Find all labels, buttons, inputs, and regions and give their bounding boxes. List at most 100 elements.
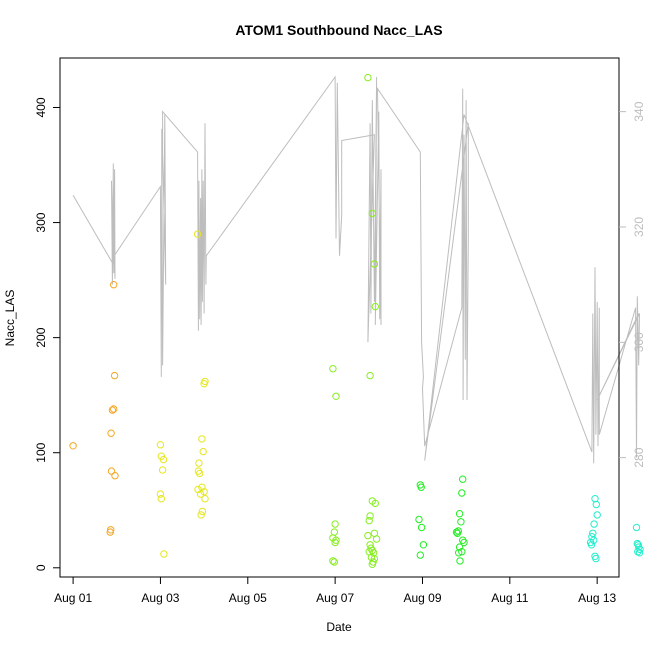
data-point [156, 441, 165, 449]
scatter-points-layer [69, 73, 644, 568]
data-point [455, 543, 464, 551]
data-point [110, 371, 119, 380]
data-point [158, 466, 167, 474]
x-tick-label: Aug 03 [141, 591, 179, 605]
y-tick-label: 100 [34, 442, 48, 462]
data-point [634, 541, 642, 549]
data-point [633, 539, 641, 548]
data-point [110, 281, 118, 289]
data-point [458, 489, 466, 497]
data-point [107, 526, 115, 534]
data-point [366, 512, 374, 520]
data-point [592, 554, 600, 563]
data-point [458, 548, 466, 556]
x-tick-label: Aug 05 [229, 591, 267, 605]
data-point [160, 550, 168, 558]
data-point [329, 557, 337, 565]
data-point [193, 230, 202, 238]
right-y-tick-label: 300 [632, 332, 646, 352]
secondary-line-layer [72, 75, 640, 464]
data-point [364, 531, 372, 540]
data-point [417, 523, 426, 532]
x-tick-label: Aug 09 [403, 591, 441, 605]
data-point [587, 541, 596, 549]
data-point [111, 472, 119, 480]
x-tick-label: Aug 07 [316, 591, 354, 605]
data-point [456, 557, 464, 565]
right-y-tick-label: 280 [632, 447, 646, 467]
y-axis-label: Nacc_LAS [3, 290, 17, 347]
data-point [201, 377, 209, 386]
data-point [453, 529, 462, 537]
data-point [590, 520, 598, 528]
data-point [195, 459, 203, 467]
x-axis: Aug 01 Aug 03 Aug 05 Aug 07 Aug 09 Aug 11 Aug … [54, 577, 617, 605]
data-point [369, 549, 378, 557]
secondary-line [72, 75, 640, 464]
right-y-axis: 280 300 320 340 [619, 101, 646, 468]
data-point [69, 442, 77, 450]
data-point [589, 529, 597, 537]
data-point [371, 499, 379, 508]
data-point [110, 405, 118, 413]
data-point [366, 371, 374, 380]
plot-frame [59, 57, 620, 578]
data-point [198, 483, 206, 491]
y-tick-label: 300 [34, 212, 48, 232]
data-point [332, 392, 340, 400]
data-point [107, 429, 115, 437]
data-point [331, 538, 339, 547]
data-point [457, 518, 465, 526]
data-point [372, 535, 381, 543]
data-point [590, 536, 598, 544]
data-point [370, 260, 379, 268]
x-tick-label: Aug 11 [491, 591, 528, 605]
data-point [371, 302, 379, 311]
data-point [416, 551, 424, 559]
data-point [452, 528, 461, 536]
data-point [331, 520, 339, 528]
data-point [201, 495, 209, 503]
data-point [634, 548, 642, 556]
data-point [157, 495, 166, 503]
y-axis: 0 100 200 300 400 [34, 97, 60, 571]
data-point [329, 365, 337, 373]
data-point [364, 73, 372, 82]
data-point [632, 523, 641, 532]
data-point [460, 538, 468, 547]
data-point [368, 209, 376, 218]
y-tick-label: 400 [34, 97, 48, 117]
data-point [156, 490, 165, 498]
data-point [419, 541, 428, 549]
data-point [365, 516, 373, 525]
x-tick-label: Aug 13 [578, 591, 616, 605]
y-tick-label: 0 [34, 564, 48, 571]
data-point [194, 467, 203, 475]
data-point [455, 549, 463, 557]
y-tick-label: 200 [34, 327, 48, 347]
data-point [108, 406, 117, 414]
data-point [593, 511, 601, 519]
data-point [159, 455, 168, 464]
data-point [592, 500, 600, 509]
data-point [198, 507, 207, 516]
data-point [200, 488, 208, 496]
data-point [368, 560, 376, 568]
data-point [107, 467, 116, 475]
data-point [197, 511, 205, 519]
chart-title: ATOM1 Southbound Nacc_LAS [235, 22, 442, 38]
data-point [635, 549, 644, 557]
data-point [330, 558, 338, 566]
right-y-tick-label: 340 [632, 101, 646, 121]
data-point [198, 435, 206, 443]
right-y-tick-label: 320 [632, 217, 646, 237]
data-point [417, 483, 425, 491]
data-point [636, 545, 644, 554]
data-point [415, 515, 423, 524]
x-tick-label: Aug 01 [54, 591, 92, 605]
data-point [199, 447, 207, 456]
data-point [459, 475, 467, 483]
data-point [455, 510, 464, 518]
